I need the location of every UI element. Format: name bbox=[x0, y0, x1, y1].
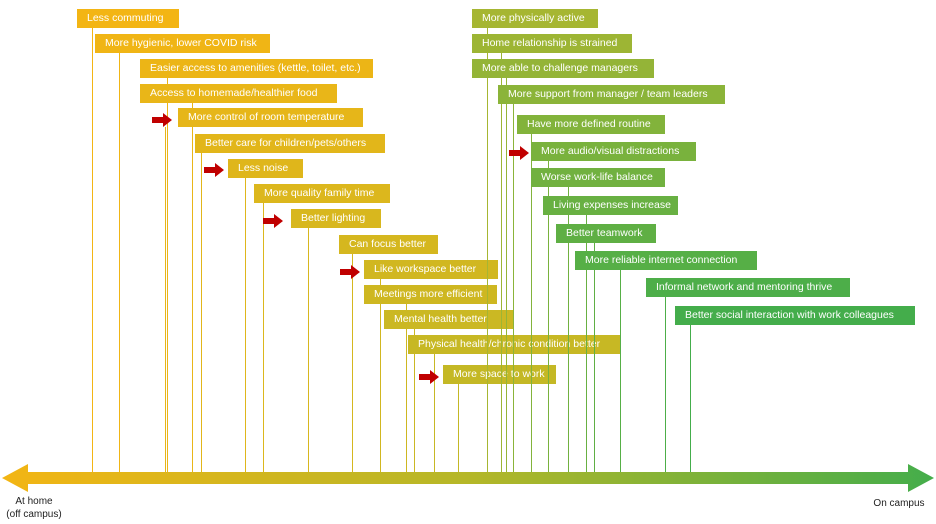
highlight-arrow-icon bbox=[419, 370, 439, 384]
campus-factor-label: More audio/visual distractions bbox=[531, 142, 696, 161]
connector-line bbox=[92, 28, 93, 472]
connector-line bbox=[506, 78, 507, 472]
axis-right-label: On campus bbox=[873, 498, 925, 509]
home-factor-label: Like workspace better bbox=[364, 260, 498, 279]
axis-left-label: At home (off campus) bbox=[6, 496, 62, 520]
axis-double-arrow bbox=[2, 464, 934, 492]
connector-line bbox=[263, 203, 264, 472]
connector-line bbox=[531, 134, 532, 472]
campus-factor-label: Have more defined routine bbox=[517, 115, 665, 134]
connector-line bbox=[406, 304, 407, 472]
connector-line bbox=[586, 215, 587, 472]
home-factor-label: Can focus better bbox=[339, 235, 438, 254]
campus-factor-label: More reliable internet connection bbox=[575, 251, 757, 270]
connector-line bbox=[665, 297, 666, 472]
campus-factor-label: Informal network and mentoring thrive bbox=[646, 278, 850, 297]
highlight-arrow-icon bbox=[263, 214, 283, 228]
connector-line bbox=[308, 228, 309, 472]
home-factor-label: Easier access to amenities (kettle, toil… bbox=[140, 59, 373, 78]
home-factor-label: Physical health/chronic condition better bbox=[408, 335, 621, 354]
connector-line bbox=[620, 270, 621, 472]
home-factor-label: Less noise bbox=[228, 159, 303, 178]
campus-factor-label: Home relationship is strained bbox=[472, 34, 632, 53]
home-factor-label: More hygienic, lower COVID risk bbox=[95, 34, 270, 53]
connector-line bbox=[352, 254, 353, 472]
home-factor-label: More space to work bbox=[443, 365, 556, 384]
home-factor-label: Less commuting bbox=[77, 9, 179, 28]
campus-factor-label: More able to challenge managers bbox=[472, 59, 654, 78]
connector-line bbox=[458, 384, 459, 472]
connector-line bbox=[414, 329, 415, 472]
connector-line bbox=[434, 354, 435, 472]
connector-line bbox=[690, 325, 691, 472]
connector-line bbox=[245, 178, 246, 472]
campus-factor-label: Better social interaction with work coll… bbox=[675, 306, 915, 325]
campus-factor-label: Worse work-life balance bbox=[531, 168, 665, 187]
home-factor-label: More control of room temperature bbox=[178, 108, 363, 127]
highlight-arrow-icon bbox=[340, 265, 360, 279]
campus-factor-label: Better teamwork bbox=[556, 224, 656, 243]
highlight-arrow-icon bbox=[509, 146, 529, 160]
connector-line bbox=[501, 53, 502, 472]
home-factor-label: Meetings more efficient bbox=[364, 285, 497, 304]
connector-line bbox=[513, 104, 514, 472]
connector-line bbox=[119, 53, 120, 472]
home-factor-label: Mental health better bbox=[384, 310, 514, 329]
connector-line bbox=[548, 161, 549, 472]
connector-line bbox=[167, 78, 168, 472]
highlight-arrow-icon bbox=[204, 163, 224, 177]
connector-line bbox=[487, 28, 488, 472]
highlight-arrow-icon bbox=[152, 113, 172, 127]
connector-line bbox=[568, 187, 569, 472]
connector-line bbox=[201, 153, 202, 472]
home-factor-label: Access to homemade/healthier food bbox=[140, 84, 337, 103]
connector-line bbox=[192, 103, 193, 472]
home-factor-label: Better lighting bbox=[291, 209, 381, 228]
campus-factor-label: More support from manager / team leaders bbox=[498, 85, 725, 104]
connector-line bbox=[594, 243, 595, 472]
home-factor-label: More quality family time bbox=[254, 184, 390, 203]
connector-line bbox=[165, 127, 166, 472]
campus-factor-label: Living expenses increase bbox=[543, 196, 678, 215]
home-factor-label: Better care for children/pets/others bbox=[195, 134, 385, 153]
connector-line bbox=[380, 279, 381, 472]
campus-factor-label: More physically active bbox=[472, 9, 598, 28]
